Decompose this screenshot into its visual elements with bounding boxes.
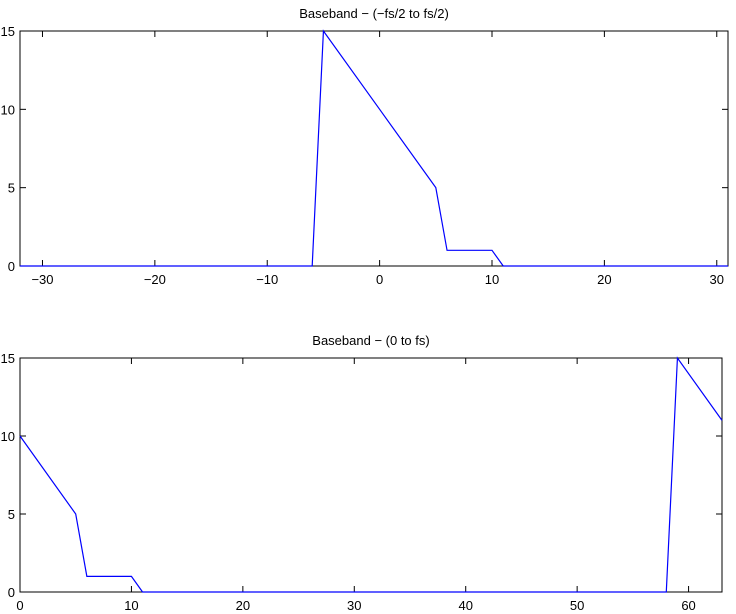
chart-baseband-positive: Baseband − (0 to fs) 0 10 20 30 40 50 60 0 5 10 15 xyxy=(1,333,723,613)
x-tick-label: 50 xyxy=(570,598,584,613)
plot-area xyxy=(19,357,723,593)
x-tick-label: 10 xyxy=(485,272,499,287)
tick-group: 0 10 20 30 40 50 60 0 5 10 15 xyxy=(1,351,722,613)
y-tick-label: 0 xyxy=(8,585,15,600)
y-tick-label: 0 xyxy=(8,259,15,274)
x-tick-label: 60 xyxy=(681,598,695,613)
series-line xyxy=(20,29,728,267)
y-tick-label: 10 xyxy=(1,102,15,117)
tick-group: −30 −20 −10 0 10 20 30 0 5 10 15 xyxy=(1,24,728,287)
y-tick-label: 5 xyxy=(8,507,15,522)
y-tick-label: 10 xyxy=(1,429,15,444)
chart-title: Baseband − (−fs/2 to fs/2) xyxy=(299,6,449,21)
y-tick-label: 15 xyxy=(1,351,15,366)
x-tick-label: 20 xyxy=(597,272,611,287)
y-tick-label: 15 xyxy=(1,24,15,39)
x-tick-label: −20 xyxy=(144,272,166,287)
plot-area xyxy=(19,30,729,267)
x-tick-label: 30 xyxy=(710,272,724,287)
x-tick-label: 0 xyxy=(16,598,23,613)
x-tick-label: 30 xyxy=(347,598,361,613)
x-tick-label: 10 xyxy=(124,598,138,613)
chart-baseband-symmetric: Baseband − (−fs/2 to fs/2) −30 −20 −10 0 10 2… xyxy=(1,6,729,287)
chart-title: Baseband − (0 to fs) xyxy=(312,333,429,348)
series-line xyxy=(19,356,723,593)
x-tick-label: 40 xyxy=(458,598,472,613)
x-tick-label: 0 xyxy=(376,272,383,287)
x-tick-label: −30 xyxy=(31,272,53,287)
x-tick-label: −10 xyxy=(256,272,278,287)
x-tick-label: 20 xyxy=(236,598,250,613)
y-tick-label: 5 xyxy=(8,181,15,196)
